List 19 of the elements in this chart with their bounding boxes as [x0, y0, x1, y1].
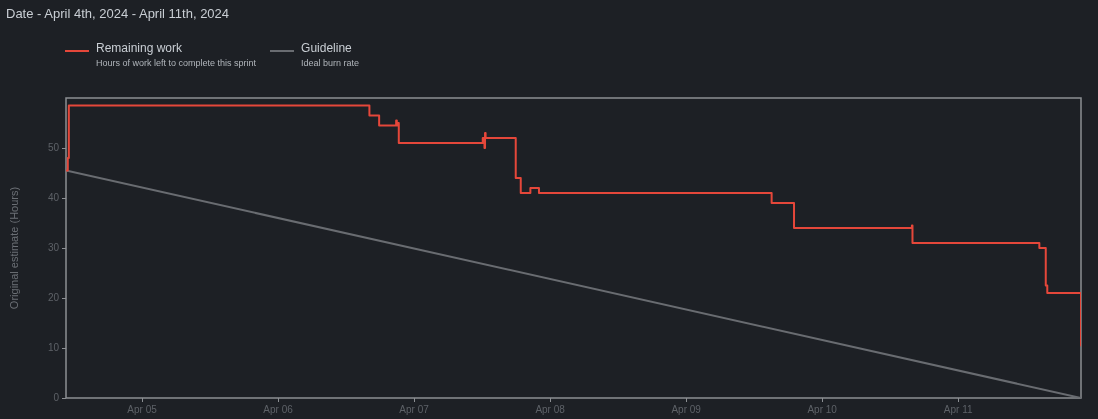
y-tick-label: 30 [47, 241, 60, 253]
x-tick-label: Apr 09 [671, 403, 702, 415]
chart-title: Date - April 4th, 2024 - April 11th, 2024 [6, 6, 230, 22]
legend-label: Guideline [301, 40, 353, 56]
text: Ideal burn rate [301, 57, 360, 70]
x-tick-label: Apr 10 [807, 403, 838, 415]
y-tick-label: 40 [47, 191, 60, 203]
x-tick-label: Apr 06 [263, 403, 294, 415]
y-axis-title: Original estimate (Hours) [7, 186, 20, 310]
y-tick-label: 20 [47, 291, 60, 303]
text: Hours of work left to complete this sprint [96, 57, 257, 70]
x-tick-label: Apr 08 [535, 403, 566, 415]
y-tick-label: 10 [47, 341, 60, 353]
legend-label: Remaining work [96, 40, 184, 56]
x-tick-label: Apr 05 [127, 403, 158, 415]
y-tick-label: 50 [47, 141, 60, 153]
x-tick-label: Apr 07 [399, 403, 430, 415]
x-tick-label: Apr 11 [943, 403, 973, 415]
y-tick-label: 0 [53, 391, 60, 403]
